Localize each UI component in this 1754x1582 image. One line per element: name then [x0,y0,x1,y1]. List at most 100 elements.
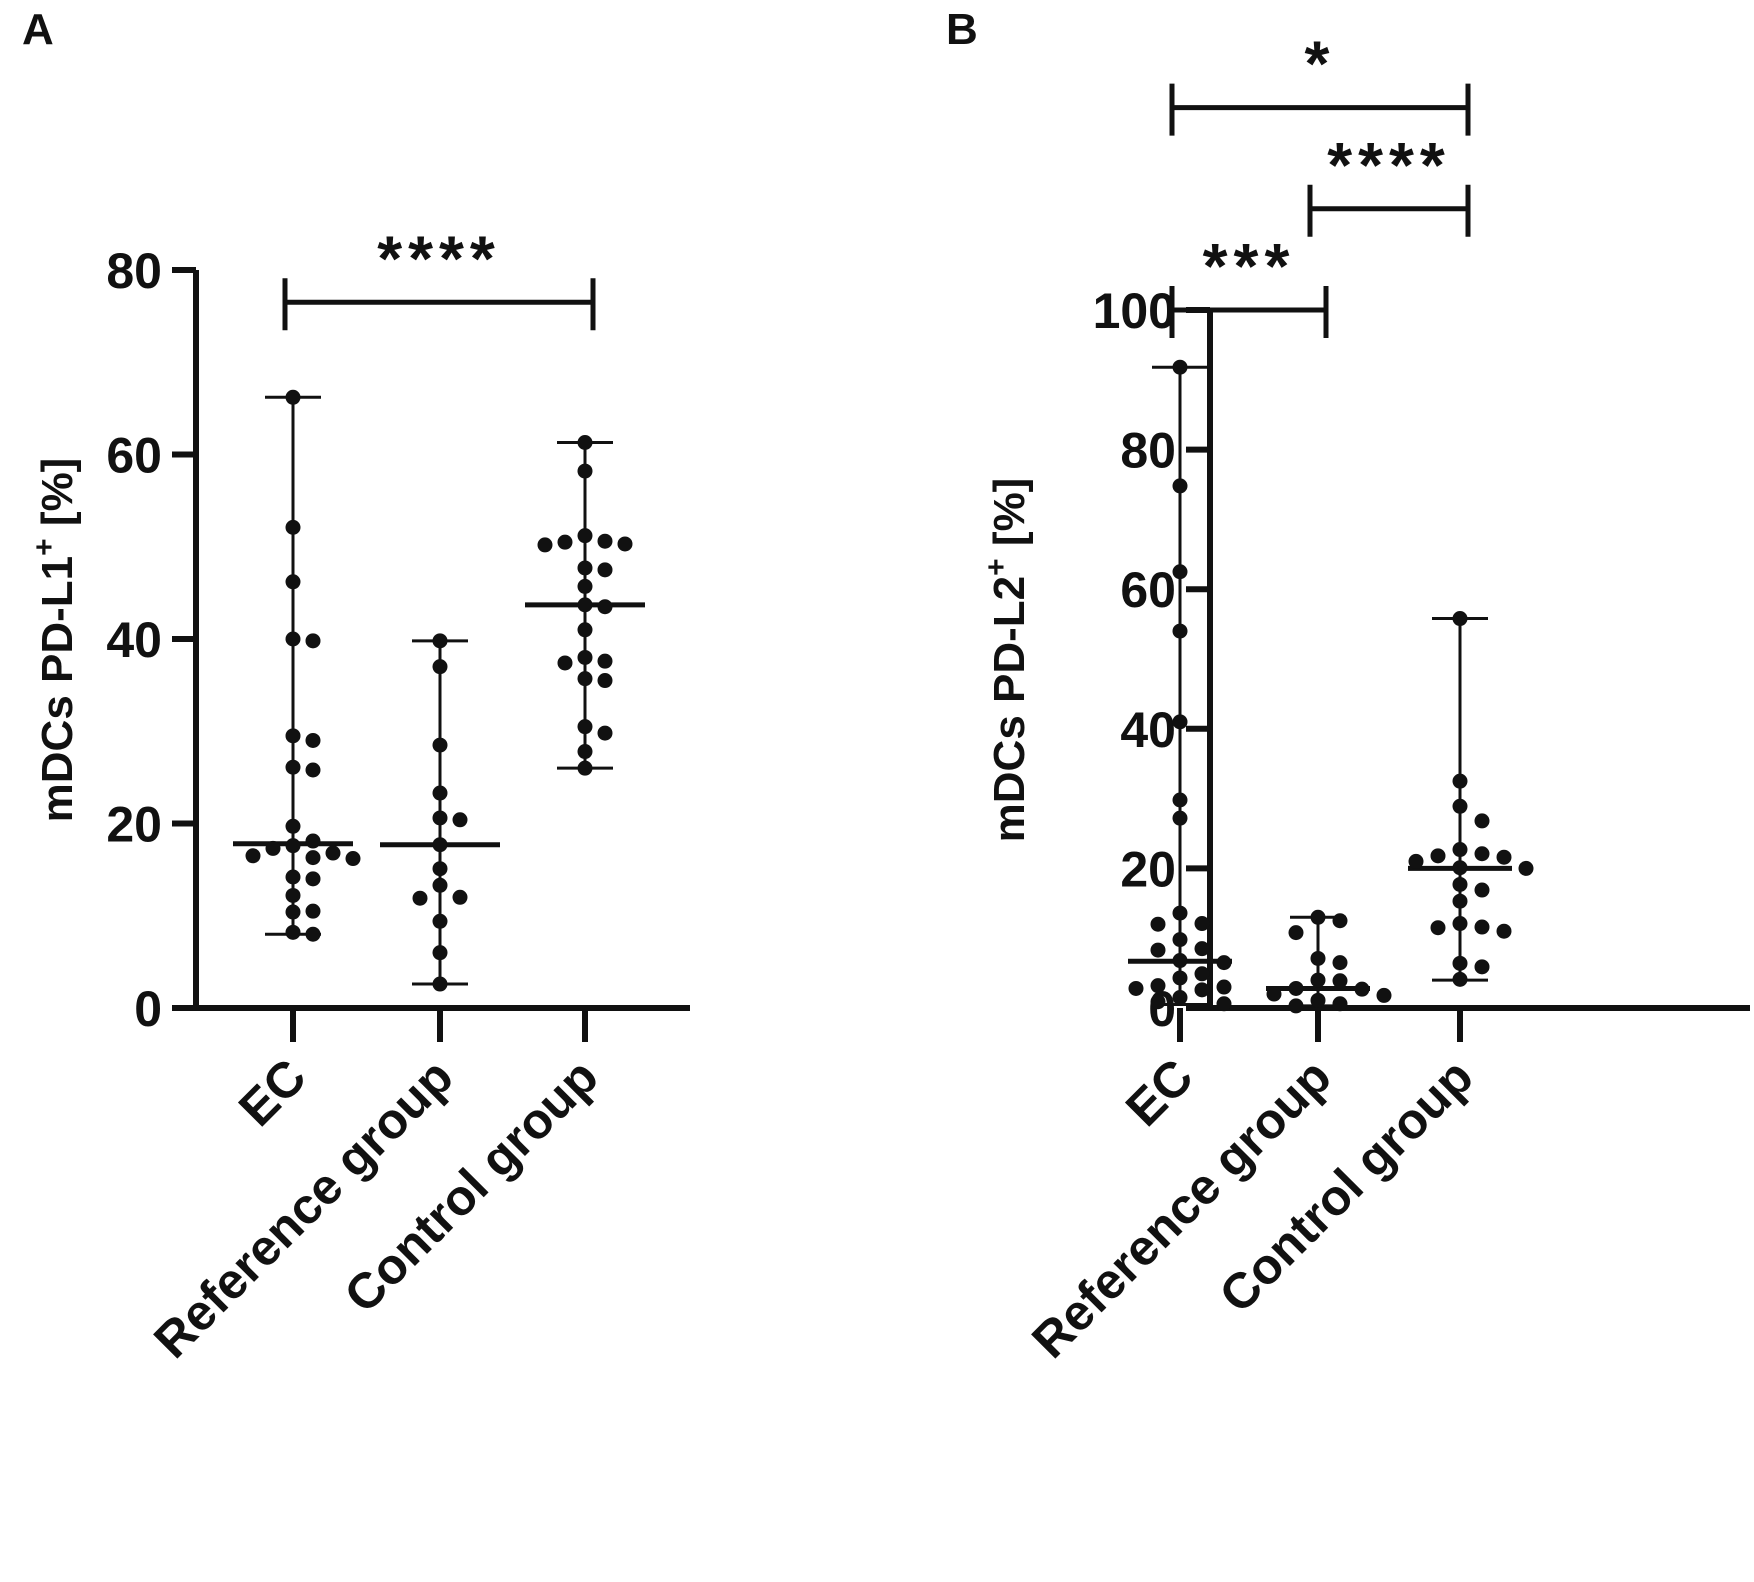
panel-b-y-tick-label: 40 [1120,702,1176,758]
data-point [1474,846,1490,862]
panel-a-significance: **** [282,222,596,331]
data-point [432,976,448,992]
data-point [305,762,321,778]
data-point [1172,990,1188,1006]
data-point [432,737,448,753]
data-point [432,945,448,961]
data-point [1310,972,1326,988]
data-point [577,649,593,665]
data-point [432,913,448,929]
panel-b-y-axis-label-main: mDCs PD-L2 [985,576,1034,843]
data-point [305,732,321,748]
data-point [412,890,428,906]
panel-a-series-1 [380,633,500,992]
data-point [432,785,448,801]
panel-a-category-label-control: Control group [334,1048,609,1323]
data-point [577,578,593,594]
panel-b-y-ticks [1186,307,1210,1011]
data-point [432,837,448,853]
data-point [617,536,633,552]
data-point [1216,979,1232,995]
data-point [597,673,613,689]
data-point [305,871,321,887]
panel-a-category-labels: EC Reference group Control group [143,1048,609,1369]
panel-b-sig-label: **** [1327,129,1451,201]
data-point [1128,980,1144,996]
data-point [1150,942,1166,958]
data-point [1354,981,1370,997]
data-point [285,904,301,920]
data-point [597,562,613,578]
data-point [1288,998,1304,1014]
panel-b-y-axis-label: mDCs PD-L2+ [%] [980,478,1034,843]
panel-b-y-axis-label-sup: + [980,558,1013,576]
panel-a-letter: A [22,5,54,54]
data-point [432,861,448,877]
panel-b-y-tick-labels: 0 20 40 60 80 100 [1093,283,1176,1037]
panel-b-category-labels: EC Reference group Control group [1021,1048,1484,1369]
data-point [1430,848,1446,864]
panel-b-sig-label: *** [1203,230,1296,302]
data-point [1452,876,1468,892]
panel-b-category-label-ec: EC [1115,1048,1204,1137]
data-point [285,519,301,535]
data-point [1474,882,1490,898]
data-point [597,653,613,669]
data-point [1332,955,1348,971]
data-point [1172,932,1188,948]
data-point [577,435,593,451]
panel-a-marks [233,389,645,992]
data-point [1332,996,1348,1012]
data-point [577,719,593,735]
data-point [345,851,361,867]
data-point [285,574,301,590]
data-point [1474,919,1490,935]
panel-a-y-tick-label: 60 [106,428,162,484]
data-point [1150,916,1166,932]
data-point [285,869,301,885]
data-point [1332,973,1348,989]
data-point [285,759,301,775]
data-point [1452,916,1468,932]
data-point [577,622,593,638]
data-point [1150,978,1166,994]
data-point [1496,849,1512,865]
panel-b-series-0 [1128,359,1232,1012]
data-point [1452,893,1468,909]
data-point [265,840,281,856]
data-point [1172,810,1188,826]
data-point [577,744,593,760]
data-point [1452,773,1468,789]
data-point [1172,478,1188,494]
data-point [1452,611,1468,627]
panel-b-y-tick-label: 80 [1120,423,1176,479]
panel-b-y-tick-label: 20 [1120,841,1176,897]
panel-a-category-label-ec: EC [228,1048,317,1137]
data-point [432,810,448,826]
data-point [1474,813,1490,829]
data-point [1288,980,1304,996]
data-point [1310,950,1326,966]
panel-a-y-tick-labels: 0 20 40 60 80 [106,243,162,1037]
panel-b-marks [1128,359,1534,1014]
data-point [1194,916,1210,932]
data-point [577,671,593,687]
data-point [285,924,301,940]
panel-a-y-tick-label: 0 [134,981,162,1037]
panel-b-series-2 [1408,611,1534,987]
data-point [285,838,301,854]
data-point [597,533,613,549]
panel-b-letter: B [946,5,978,54]
panel-b-significance: *** **** * [1169,28,1471,338]
data-point [597,599,613,615]
panel-b-series-1 [1266,909,1392,1014]
data-point [452,889,468,905]
data-point [305,633,321,649]
panel-a: A mDCs PD-L1+ [%] 0 20 40 60 80 EC Refer… [22,5,690,1369]
data-point [1172,905,1188,921]
panel-a-y-ticks [172,267,196,1011]
panel-b-category-label-control: Control group [1209,1048,1484,1323]
panel-a-x-ticks [290,1008,588,1042]
panel-a-series-2 [525,435,645,776]
